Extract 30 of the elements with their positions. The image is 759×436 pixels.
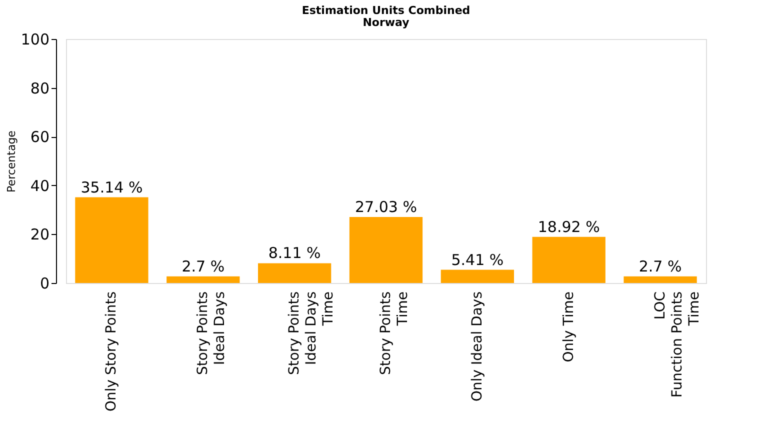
chart-subtitle: Norway	[362, 16, 410, 29]
y-tick-label: 0	[40, 274, 50, 292]
bar	[624, 276, 697, 283]
bar	[166, 276, 240, 283]
chart-title: Estimation Units Combined	[302, 4, 470, 17]
bar	[349, 217, 423, 283]
x-tick-label: Only Story Points	[104, 292, 120, 412]
y-tick-label: 40	[30, 176, 50, 195]
bar	[258, 263, 332, 283]
x-tick-label: LOC Function Points Time	[652, 291, 702, 398]
x-tick-label: Only Time	[560, 292, 577, 362]
y-tick-label: 20	[30, 226, 50, 244]
x-tick-label: Story Points Time	[378, 292, 411, 375]
x-tick-label: Story Points Ideal Days Time	[286, 292, 337, 375]
data-label: 2.7 %	[638, 257, 682, 276]
data-label: 2.7 %	[182, 257, 225, 276]
y-axis-title: Percentage	[4, 130, 18, 192]
data-label: 35.14 %	[80, 178, 143, 196]
bar	[440, 270, 514, 283]
bar	[532, 236, 606, 283]
data-label: 27.03 %	[355, 198, 417, 216]
bar	[75, 197, 148, 283]
data-label: 18.92 %	[538, 218, 600, 236]
y-tick-label: 60	[30, 128, 50, 146]
data-label: 5.41 %	[451, 250, 504, 269]
x-tick-label: Only Ideal Days	[469, 292, 486, 402]
y-tick-label: 100	[20, 30, 50, 48]
y-tick-label: 80	[30, 79, 50, 98]
x-tick-label: Story Points Ideal Days	[195, 292, 228, 375]
data-label: 8.11 %	[268, 244, 321, 262]
